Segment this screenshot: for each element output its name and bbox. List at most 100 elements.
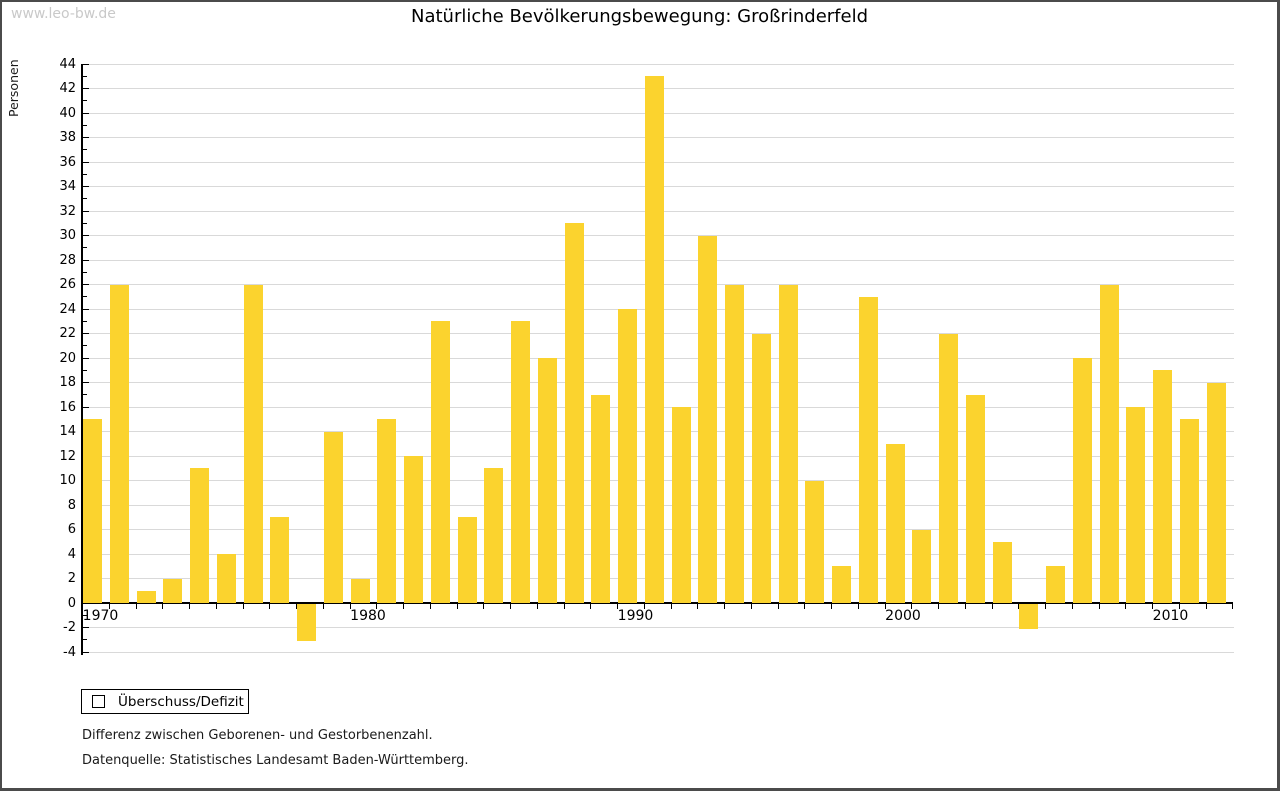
y-tick-label: 22 (59, 326, 76, 341)
x-tick (884, 604, 886, 609)
bar-1980 (350, 578, 370, 603)
bar-1989 (591, 394, 611, 603)
bar-1996 (778, 284, 798, 603)
note-definition: Differenz zwischen Geborenen- und Gestor… (82, 728, 433, 743)
y-tick-label: 28 (59, 252, 76, 268)
y-minor-tick (83, 639, 87, 641)
x-tick (697, 604, 699, 609)
y-tick-label: 40 (59, 105, 76, 121)
x-tick (296, 604, 297, 609)
x-tick (215, 604, 217, 609)
y-minor-tick (83, 124, 87, 126)
y-major-tick (83, 602, 89, 604)
bar-1979 (323, 431, 343, 603)
y-minor-tick (83, 100, 87, 102)
x-tick (403, 604, 404, 609)
y-tick-label: 20 (59, 350, 76, 366)
bar-1995 (751, 333, 771, 603)
bar-1978 (297, 604, 316, 641)
y-tick-label: 12 (59, 448, 76, 464)
x-tick (483, 604, 485, 609)
y-major-tick (83, 651, 89, 653)
y-minor-tick (83, 247, 87, 249)
bar-1981 (377, 419, 397, 603)
y-tick-label: 16 (59, 399, 76, 415)
bar-1976 (243, 284, 263, 603)
x-tick (590, 604, 592, 609)
y-gridline (83, 651, 1234, 653)
bar-1977 (270, 517, 290, 603)
y-minor-tick (83, 345, 87, 347)
y-major-tick (83, 63, 89, 65)
x-tick (1018, 604, 1020, 609)
y-tick-label: 26 (59, 277, 76, 292)
bar-2002 (939, 333, 958, 603)
bar-1999 (858, 296, 878, 603)
bar-1972 (136, 590, 156, 603)
y-major-tick (83, 259, 89, 261)
y-minor-tick (83, 222, 87, 224)
y-tick-label: 10 (59, 473, 76, 488)
x-tick (643, 604, 645, 609)
bar-1991 (644, 76, 664, 603)
y-major-tick (83, 137, 89, 138)
y-gridline (83, 627, 1234, 628)
x-tick-label-2010: 2010 (1152, 608, 1189, 624)
y-tick-label: 24 (59, 301, 76, 317)
y-gridline (83, 63, 1234, 65)
bar-1982 (404, 456, 423, 603)
x-tick (670, 604, 672, 609)
bar-2011 (1179, 419, 1199, 603)
x-tick (1232, 604, 1234, 609)
y-tick-label: 34 (59, 179, 76, 194)
x-tick (162, 604, 164, 609)
bar-2010 (1153, 370, 1172, 603)
x-tick (510, 604, 511, 609)
x-tick-label-1970: 1970 (82, 608, 119, 624)
y-tick-label: 38 (59, 130, 76, 145)
y-major-tick (83, 235, 89, 236)
y-tick-label: 4 (67, 546, 76, 562)
x-axis-zero-line (82, 602, 1233, 604)
y-major-tick (83, 357, 89, 359)
bar-1986 (511, 321, 530, 603)
y-major-tick (83, 88, 89, 89)
x-tick (536, 604, 538, 609)
x-tick (563, 604, 565, 609)
x-tick-label-1990: 1990 (617, 608, 654, 624)
bar-1983 (430, 321, 450, 603)
bar-1990 (618, 309, 637, 603)
x-tick (1125, 604, 1127, 609)
y-tick-label: 18 (59, 375, 76, 390)
y-tick-label: -2 (63, 620, 76, 635)
bar-1988 (564, 223, 584, 603)
y-minor-tick (83, 198, 87, 200)
bar-1971 (109, 284, 129, 603)
y-tick-label: 42 (59, 81, 76, 96)
y-tick-label: 30 (59, 228, 76, 243)
bar-1985 (484, 468, 504, 603)
y-major-tick (83, 308, 89, 310)
bar-2007 (1072, 358, 1092, 603)
bar-1975 (216, 554, 236, 603)
bar-1987 (537, 358, 557, 603)
y-major-tick (83, 406, 89, 408)
y-major-tick (83, 284, 89, 285)
y-minor-tick (83, 149, 87, 151)
watermark: www.leo-bw.de (11, 6, 116, 22)
x-tick (349, 604, 351, 609)
x-tick (831, 604, 832, 609)
y-minor-tick (83, 271, 87, 273)
bar-2012 (1206, 382, 1226, 603)
y-major-tick (83, 161, 89, 163)
legend: Überschuss/Defizit (81, 689, 249, 714)
x-tick (1045, 604, 1046, 609)
x-tick (724, 604, 725, 609)
y-tick-label: 2 (67, 571, 76, 586)
x-tick (135, 604, 137, 609)
x-tick (108, 604, 110, 609)
x-tick (750, 604, 752, 609)
y-major-tick (83, 382, 89, 383)
x-tick (991, 604, 993, 609)
